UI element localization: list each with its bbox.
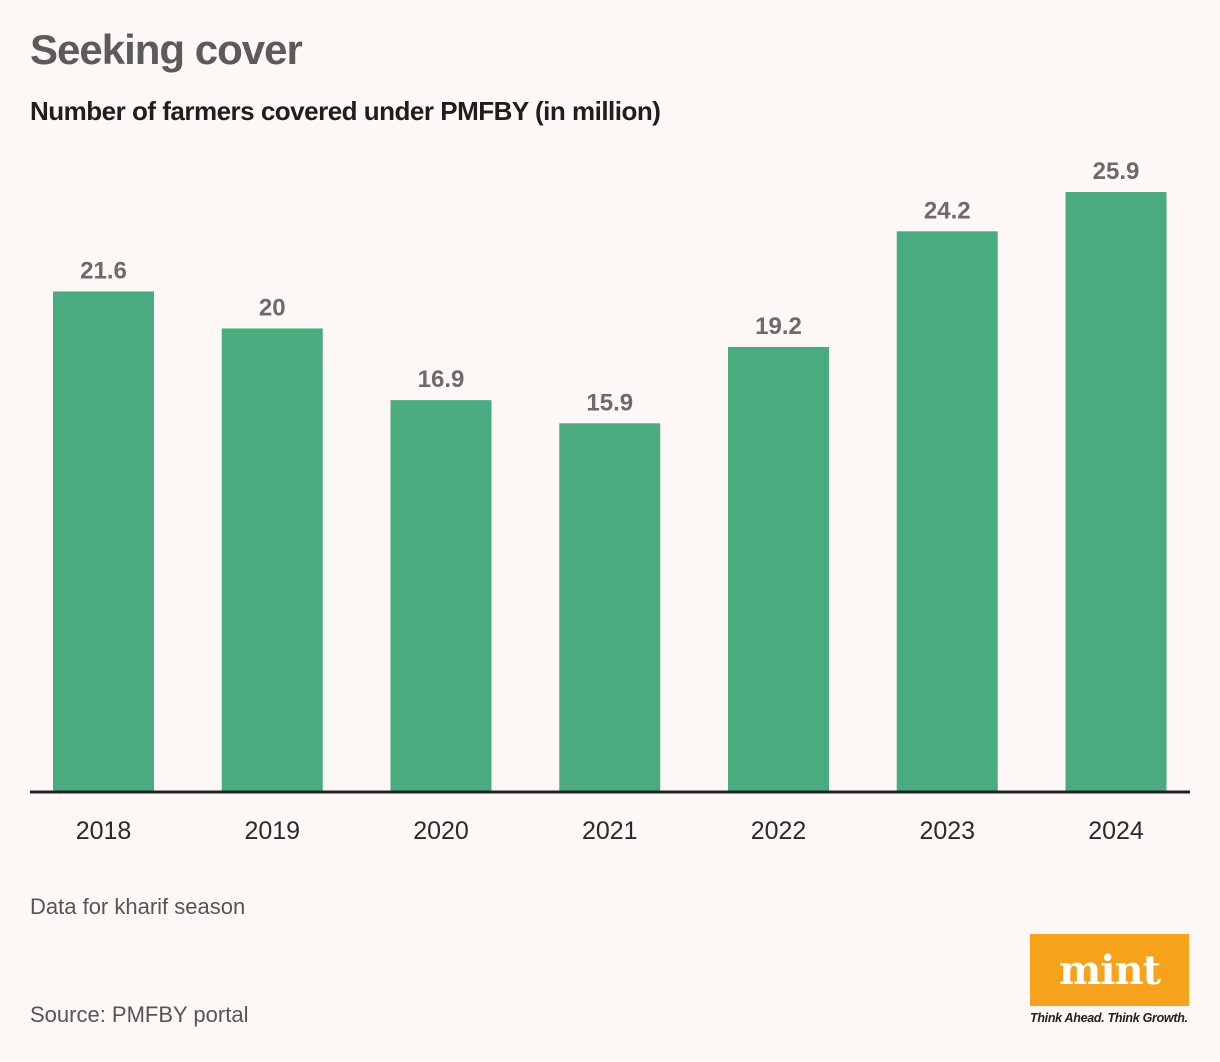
x-tick-2024: 2024 [1088, 817, 1144, 845]
value-label-2022: 19.2 [755, 313, 802, 340]
bar-2020 [390, 400, 492, 791]
chart-subtitle: Number of farmers covered under PMFBY (i… [30, 96, 661, 126]
chart-title: Seeking cover [30, 26, 303, 73]
bar-2024 [1065, 192, 1167, 791]
mint-logo: mint [1030, 934, 1189, 1006]
x-tick-2021: 2021 [582, 817, 638, 845]
bar-2022 [728, 346, 829, 791]
source-note: Source: PMFBY portal [30, 1002, 249, 1027]
bar-2021 [559, 423, 661, 791]
x-tick-2022: 2022 [751, 817, 807, 845]
logo-text: mint [1058, 946, 1161, 994]
bar-2018 [53, 291, 154, 791]
value-label-2023: 24.2 [924, 197, 971, 224]
bar-2023 [896, 231, 998, 792]
value-label-2019: 20 [259, 294, 286, 321]
x-tick-2023: 2023 [919, 817, 975, 845]
value-label-2018: 21.6 [80, 257, 127, 284]
value-label-2020: 16.9 [418, 366, 465, 393]
footnote: Data for kharif season [30, 894, 246, 919]
x-tick-2018: 2018 [76, 817, 132, 845]
bar-chart: 21.6 2018 20 2019 16.9 2020 15.9 2021 19.2 2022 24… [30, 158, 1190, 845]
bar-2019 [221, 328, 323, 791]
x-tick-2019: 2019 [244, 817, 300, 845]
value-label-2021: 15.9 [586, 389, 633, 416]
logo-tagline: Think Ahead. Think Growth. [1030, 1011, 1188, 1025]
value-label-2024: 25.9 [1093, 158, 1140, 185]
x-tick-2020: 2020 [413, 817, 469, 845]
